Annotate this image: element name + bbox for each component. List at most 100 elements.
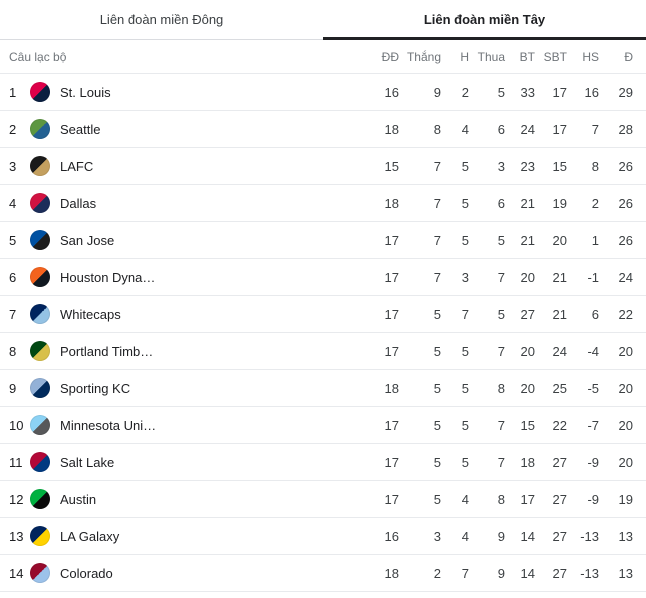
stat-value-thua: 6 bbox=[497, 195, 505, 211]
table-row[interactable]: 14 Colorado 18 2 7 9 14 27 -13 13 bbox=[0, 555, 646, 592]
stat-value-dd: 17 bbox=[384, 417, 399, 433]
stat-value-dd: 17 bbox=[384, 454, 399, 470]
tab-western-conference[interactable]: Liên đoàn miền Tây bbox=[323, 0, 646, 40]
stat-value-d: 26 bbox=[618, 195, 633, 211]
tab-eastern-conference[interactable]: Liên đoàn miền Đông bbox=[0, 0, 323, 39]
stat-value-sbt: 15 bbox=[552, 158, 567, 174]
stat-value-hs: 2 bbox=[591, 195, 599, 211]
table-row[interactable]: 6 Houston Dyna… 17 7 3 7 20 21 -1 24 bbox=[0, 259, 646, 296]
stat-value-sbt: 21 bbox=[552, 269, 567, 285]
stat-value-thang: 7 bbox=[433, 195, 441, 211]
stat-value-d: 24 bbox=[618, 269, 633, 285]
row-stats: 17 5 5 7 15 22 -7 20 bbox=[367, 418, 646, 433]
rank: 5 bbox=[9, 232, 17, 248]
stat-value-thang: 7 bbox=[433, 158, 441, 174]
team-name: Portland Timb… bbox=[60, 343, 154, 359]
stat-value-sbt: 19 bbox=[552, 195, 567, 211]
stat-value-hs: -9 bbox=[587, 454, 599, 470]
row-stats: 17 7 3 7 20 21 -1 24 bbox=[367, 270, 646, 285]
table-row[interactable]: 12 Austin 17 5 4 8 17 27 -9 19 bbox=[0, 481, 646, 518]
stat-value-d: 26 bbox=[618, 158, 633, 174]
stat-value-h: 4 bbox=[461, 491, 469, 507]
table-row[interactable]: 5 San Jose 17 7 5 5 21 20 1 26 bbox=[0, 222, 646, 259]
stat-value-dd: 16 bbox=[384, 84, 399, 100]
table-row[interactable]: 3 LAFC 15 7 5 3 23 15 8 26 bbox=[0, 148, 646, 185]
stat-value-bt: 20 bbox=[520, 343, 535, 359]
stat-value-sbt: 24 bbox=[552, 343, 567, 359]
table-row[interactable]: 2 Seattle 18 8 4 6 24 17 7 28 bbox=[0, 111, 646, 148]
stat-value-bt: 20 bbox=[520, 269, 535, 285]
la-galaxy-crest-icon bbox=[30, 526, 50, 546]
stat-value-sbt: 27 bbox=[552, 491, 567, 507]
rank: 6 bbox=[9, 269, 17, 285]
seattle-crest-icon bbox=[30, 119, 50, 139]
rank: 13 bbox=[9, 528, 24, 544]
standings-rows: 1 St. Louis 16 9 2 5 33 17 16 29 2 Seattle 18 8 4… bbox=[0, 74, 646, 592]
table-row[interactable]: 7 Whitecaps 17 5 7 5 27 21 6 22 bbox=[0, 296, 646, 333]
stat-value-thua: 8 bbox=[497, 380, 505, 396]
team-name: Dallas bbox=[60, 195, 97, 211]
team-name: Whitecaps bbox=[60, 306, 121, 322]
row-stats: 18 8 4 6 24 17 7 28 bbox=[367, 122, 646, 137]
stat-header-hs: HS bbox=[582, 49, 599, 64]
stat-value-thang: 5 bbox=[433, 343, 441, 359]
stat-value-bt: 23 bbox=[520, 158, 535, 174]
stat-header-thang: Thắng bbox=[406, 49, 441, 64]
tab-label: Liên đoàn miền Tây bbox=[423, 12, 546, 27]
stat-header-bt: BT bbox=[519, 49, 535, 64]
stat-value-thua: 8 bbox=[497, 491, 505, 507]
rank: 4 bbox=[9, 195, 17, 211]
stat-header-d: Đ bbox=[624, 49, 633, 64]
row-stats: 17 5 4 8 17 27 -9 19 bbox=[367, 492, 646, 507]
stat-value-dd: 18 bbox=[384, 565, 399, 581]
table-row[interactable]: 13 LA Galaxy 16 3 4 9 14 27 -13 13 bbox=[0, 518, 646, 555]
stat-header-h: H bbox=[460, 49, 469, 64]
stat-value-thang: 8 bbox=[433, 121, 441, 137]
table-row[interactable]: 4 Dallas 18 7 5 6 21 19 2 26 bbox=[0, 185, 646, 222]
whitecaps-crest-icon bbox=[30, 304, 50, 324]
team-name: Austin bbox=[60, 491, 97, 507]
minnesota-crest-icon bbox=[30, 415, 50, 435]
table-row[interactable]: 1 St. Louis 16 9 2 5 33 17 16 29 bbox=[0, 74, 646, 111]
stat-value-sbt: 27 bbox=[552, 528, 567, 544]
table-row[interactable]: 11 Salt Lake 17 5 5 7 18 27 -9 20 bbox=[0, 444, 646, 481]
row-stats: 16 3 4 9 14 27 -13 13 bbox=[367, 529, 646, 544]
team-name: Colorado bbox=[60, 565, 113, 581]
rank: 9 bbox=[9, 380, 17, 396]
stat-value-h: 5 bbox=[461, 343, 469, 359]
stat-value-thang: 5 bbox=[433, 306, 441, 322]
table-row[interactable]: 8 Portland Timb… 17 5 5 7 20 24 -4 20 bbox=[0, 333, 646, 370]
team-name: Salt Lake bbox=[60, 454, 115, 470]
conference-tabs: Liên đoàn miền Đông Liên đoàn miền Tây bbox=[0, 0, 646, 40]
table-row[interactable]: 9 Sporting KC 18 5 5 8 20 25 -5 20 bbox=[0, 370, 646, 407]
stat-value-h: 5 bbox=[461, 417, 469, 433]
stat-value-bt: 21 bbox=[520, 232, 535, 248]
row-stats: 17 7 5 5 21 20 1 26 bbox=[367, 233, 646, 248]
stat-value-d: 20 bbox=[618, 454, 633, 470]
stat-value-thua: 9 bbox=[497, 565, 505, 581]
stat-column-headers: ĐĐ Thắng H Thua BT SBT HS Đ bbox=[367, 50, 646, 64]
stat-value-h: 5 bbox=[461, 454, 469, 470]
stat-value-d: 13 bbox=[618, 565, 633, 581]
row-stats: 17 5 5 7 20 24 -4 20 bbox=[367, 344, 646, 359]
stat-value-d: 29 bbox=[618, 84, 633, 100]
row-stats: 17 5 5 7 18 27 -9 20 bbox=[367, 455, 646, 470]
stat-value-thang: 9 bbox=[433, 84, 441, 100]
club-column-header: Câu lạc bộ bbox=[9, 49, 67, 64]
stat-value-thang: 7 bbox=[433, 269, 441, 285]
rank: 11 bbox=[9, 454, 23, 470]
portland-crest-icon bbox=[30, 341, 50, 361]
stat-value-h: 5 bbox=[461, 195, 469, 211]
stat-value-dd: 17 bbox=[384, 343, 399, 359]
stat-value-h: 4 bbox=[461, 121, 469, 137]
stat-value-hs: -1 bbox=[587, 269, 599, 285]
stat-value-thua: 7 bbox=[497, 343, 505, 359]
stat-value-dd: 15 bbox=[384, 158, 399, 174]
stat-value-sbt: 20 bbox=[552, 232, 567, 248]
stat-value-bt: 18 bbox=[520, 454, 535, 470]
stat-value-bt: 14 bbox=[520, 565, 535, 581]
stat-value-dd: 18 bbox=[384, 380, 399, 396]
table-row[interactable]: 10 Minnesota Uni… 17 5 5 7 15 22 -7 20 bbox=[0, 407, 646, 444]
stat-value-d: 13 bbox=[618, 528, 633, 544]
stat-value-thang: 5 bbox=[433, 454, 441, 470]
